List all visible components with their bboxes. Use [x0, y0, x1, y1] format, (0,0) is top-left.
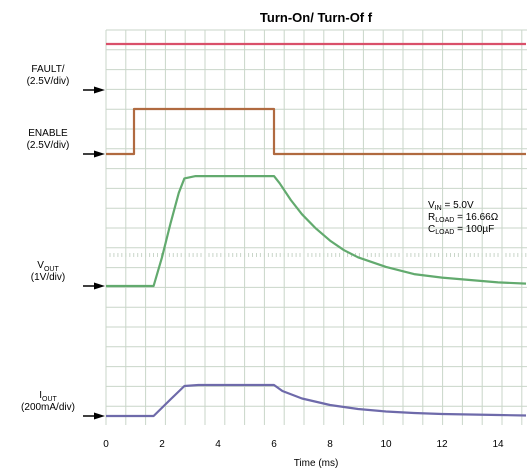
channel-label-iout: IOUT(200mA/div) — [21, 390, 105, 420]
annotation-line: CLOAD = 100µF — [428, 224, 494, 236]
channel-label-enable: ENABLE(2.5V/div) — [27, 128, 105, 158]
chart-title: Turn-On/ Turn-Of f — [260, 10, 373, 25]
x-tick-label: 10 — [380, 439, 392, 450]
channel-marker-arrow — [94, 86, 105, 94]
annotation-line: RLOAD = 16.66Ω — [428, 212, 499, 224]
x-tick-label: 6 — [271, 439, 277, 450]
x-tick-label: 14 — [492, 439, 504, 450]
x-tick-label: 12 — [436, 439, 448, 450]
traces — [106, 42, 527, 418]
trace-vout — [106, 175, 527, 288]
channel-name: IOUT — [39, 390, 57, 403]
channel-scale: (2.5V/div) — [27, 140, 70, 151]
channel-name: ENABLE — [28, 128, 68, 139]
channel-scale: (1V/div) — [31, 272, 65, 283]
x-tick-labels: 0 2 4 6 8 10 12 14 — [103, 439, 504, 450]
channel-labels: FAULT/(2.5V/div)ENABLE(2.5V/div)VOUT(1V/… — [21, 64, 105, 420]
channel-scale: (200mA/div) — [21, 402, 75, 413]
trace-iout — [106, 383, 527, 418]
trace-enable — [106, 107, 526, 156]
x-tick-label: 2 — [159, 439, 165, 450]
x-axis-label: Time (ms) — [294, 458, 339, 469]
channel-marker-arrow — [94, 150, 105, 158]
channel-marker-arrow — [94, 282, 105, 290]
channel-name: VOUT — [37, 260, 59, 273]
channel-scale: (2.5V/div) — [27, 76, 70, 87]
channel-name: FAULT/ — [31, 64, 64, 75]
x-tick-label: 4 — [215, 439, 221, 450]
channel-label-vout: VOUT(1V/div) — [31, 260, 105, 290]
channel-label-fault: FAULT/(2.5V/div) — [27, 64, 105, 94]
grid — [105, 29, 527, 425]
x-tick-label: 0 — [103, 439, 109, 450]
x-tick-label: 8 — [327, 439, 333, 450]
channel-marker-arrow — [94, 412, 105, 420]
annotation-line: VIN = 5.0V — [428, 200, 474, 212]
